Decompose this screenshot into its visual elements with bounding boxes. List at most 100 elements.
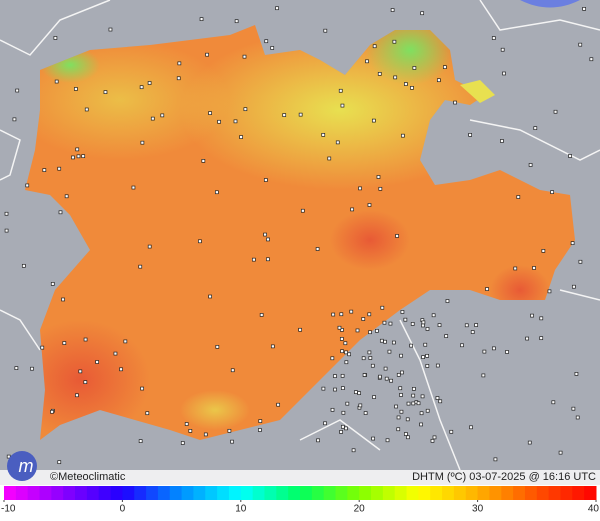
station [385, 438, 390, 443]
station [382, 320, 387, 325]
station [575, 415, 580, 420]
station [327, 156, 332, 161]
logo-mark: m [19, 456, 34, 476]
scale-swatch [264, 486, 277, 500]
station [215, 190, 219, 195]
station [333, 387, 337, 392]
logo [7, 451, 37, 481]
scale-swatch [240, 486, 254, 500]
station [81, 154, 86, 159]
station [4, 211, 9, 216]
station [323, 28, 328, 33]
station [570, 241, 575, 245]
station [420, 11, 425, 16]
station [62, 341, 67, 345]
station [275, 6, 279, 11]
station [404, 432, 408, 436]
station [551, 400, 556, 405]
station [396, 427, 401, 432]
station [217, 119, 221, 124]
station [339, 430, 343, 434]
station [367, 203, 372, 207]
station [383, 366, 388, 371]
station [76, 154, 81, 159]
station [400, 310, 405, 314]
scale-swatch [430, 486, 443, 500]
station [403, 317, 408, 322]
scale-swatch [536, 486, 550, 500]
station [14, 366, 19, 370]
station [589, 57, 594, 62]
station [372, 44, 377, 49]
scale-swatch [205, 486, 218, 500]
station [390, 8, 395, 12]
station [350, 207, 354, 212]
station [419, 411, 424, 416]
station [58, 210, 63, 215]
scale-swatch [122, 486, 135, 500]
scale-tick-label: -10 [1, 504, 16, 515]
station [347, 352, 352, 357]
station [263, 178, 268, 182]
station [379, 338, 384, 343]
station [345, 401, 350, 406]
station [392, 340, 396, 345]
scale-swatch [465, 486, 479, 500]
station [533, 126, 538, 131]
station [300, 208, 305, 213]
station [330, 356, 335, 361]
station [398, 386, 403, 391]
scale-swatch [39, 486, 52, 500]
station [233, 119, 238, 124]
scale-swatch [584, 486, 597, 500]
station [482, 349, 487, 354]
station [263, 232, 267, 237]
scale-swatch [572, 486, 585, 500]
station [416, 401, 421, 406]
scale-tick-label: 30 [472, 504, 484, 515]
status: DHTM (ºC) 03-07-2025 @ 16:16 UTC [412, 471, 596, 483]
station [340, 328, 344, 332]
station [539, 316, 544, 321]
station [177, 61, 182, 66]
station [333, 374, 337, 378]
scale-swatch [252, 486, 265, 500]
station [64, 194, 69, 199]
scale-swatch [86, 486, 100, 500]
station [180, 441, 185, 445]
station [54, 79, 59, 84]
station [208, 294, 212, 299]
station [344, 426, 348, 431]
station [339, 337, 344, 341]
station [343, 341, 348, 346]
station [406, 401, 411, 406]
station [389, 378, 393, 383]
scale-swatch [98, 486, 112, 500]
station [370, 363, 375, 368]
station [147, 81, 152, 85]
scale-swatch [359, 486, 372, 500]
station [409, 343, 414, 348]
station [266, 257, 270, 262]
station [460, 343, 464, 348]
scale-swatch [513, 486, 526, 500]
station [399, 353, 403, 358]
scale-swatch [217, 486, 230, 500]
station [502, 71, 506, 76]
station [435, 396, 440, 400]
station [423, 342, 428, 347]
station [582, 7, 586, 11]
station [230, 439, 234, 444]
station [411, 401, 416, 406]
stations [4, 6, 594, 465]
station [367, 312, 372, 317]
station [108, 27, 113, 32]
station [438, 399, 443, 404]
station [568, 154, 572, 158]
station [420, 394, 425, 399]
station [395, 234, 399, 238]
station [399, 409, 404, 414]
station [75, 147, 80, 152]
scale-swatch [110, 486, 123, 500]
